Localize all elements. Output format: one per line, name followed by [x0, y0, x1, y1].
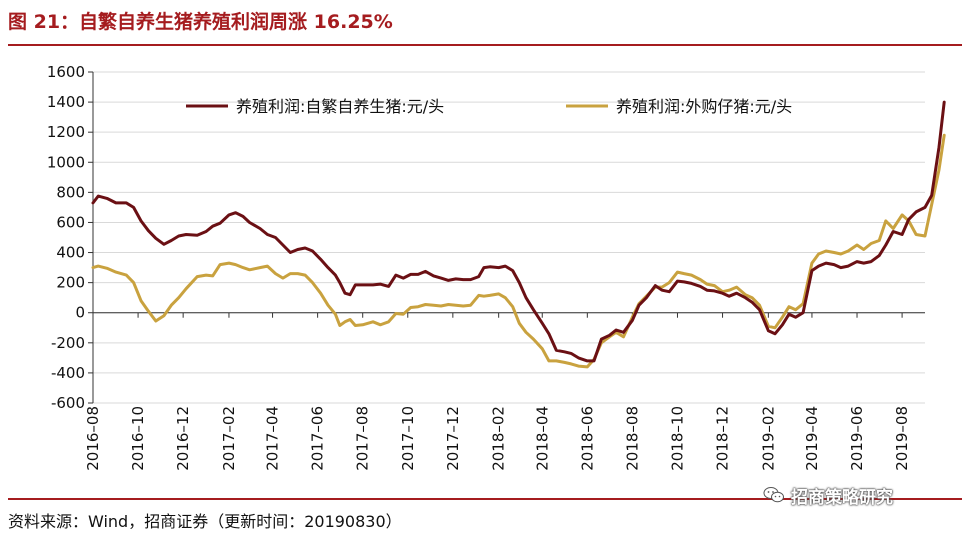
x-tick-label: 2016–12	[174, 406, 192, 471]
series-line-self-bred	[91, 100, 946, 363]
series-lines	[91, 100, 946, 369]
x-tick-label: 2016–08	[84, 406, 102, 471]
y-tick-label: 600	[56, 213, 85, 231]
legend-label: 养殖利润:外购仔猪:元/头	[616, 97, 792, 116]
x-tick-label: 2017–04	[264, 406, 282, 471]
y-axis-ticks: -600 -400 -200 0 200 400 600 800 1000 1200 1400 160…	[47, 63, 93, 412]
y-tick-label: 1400	[47, 93, 85, 111]
y-tick-label: 400	[56, 244, 85, 262]
y-tick-label: -600	[51, 394, 85, 412]
axes	[92, 72, 925, 403]
y-tick-label: 1200	[47, 123, 85, 141]
profit-line-chart: -600 -400 -200 0 200 400 600 800 1000 1200 1400 160…	[47, 63, 946, 471]
page-title: 图 21：自繁自养生猪养殖利润周涨 16.25%	[8, 11, 393, 33]
x-tick-label: 2017–12	[444, 406, 462, 471]
y-tick-label: 1600	[47, 63, 85, 81]
source-note: 资料来源：Wind，招商证券（更新时间：20190830）	[8, 512, 402, 531]
x-tick-label: 2018–04	[533, 406, 551, 471]
gridlines	[93, 71, 925, 404]
x-tick-label: 2017–06	[309, 406, 327, 471]
x-tick-label: 2019–08	[893, 406, 911, 471]
y-tick-label: -200	[51, 334, 85, 352]
y-tick-label: -400	[51, 364, 85, 382]
x-tick-label: 2018–08	[623, 406, 641, 471]
x-tick-label: 2019–06	[848, 406, 866, 471]
x-tick-label: 2018–06	[578, 406, 596, 471]
x-axis-ticks: 2016–08 2016–10 2016–12 2017–02 2017–04 2017–…	[84, 312, 911, 471]
y-tick-label: 800	[56, 183, 85, 201]
legend-label: 养殖利润:自繁自养生猪:元/头	[236, 97, 444, 116]
legend: 养殖利润:自繁自养生猪:元/头 养殖利润:外购仔猪:元/头	[186, 97, 792, 116]
x-tick-label: 2017–02	[220, 406, 238, 471]
y-tick-label: 200	[56, 274, 85, 292]
x-tick-label: 2016–10	[129, 406, 147, 471]
series-line-bought-piglet	[91, 133, 946, 369]
watermark: 招商策略研究	[763, 482, 893, 508]
y-tick-label: 0	[75, 304, 85, 322]
x-tick-label: 2018–02	[490, 406, 508, 471]
footer-divider	[8, 498, 962, 500]
x-tick-label: 2018–10	[668, 406, 686, 471]
x-tick-label: 2017–10	[399, 406, 417, 471]
x-tick-label: 2019–04	[803, 406, 821, 471]
y-tick-label: 1000	[47, 153, 85, 171]
watermark-text: 招商策略研究	[791, 487, 893, 508]
x-tick-label: 2017–08	[354, 406, 372, 471]
wechat-icon	[763, 487, 784, 503]
x-tick-label: 2019–02	[759, 406, 777, 471]
title-divider	[8, 44, 962, 46]
x-tick-label: 2018–12	[714, 406, 732, 471]
